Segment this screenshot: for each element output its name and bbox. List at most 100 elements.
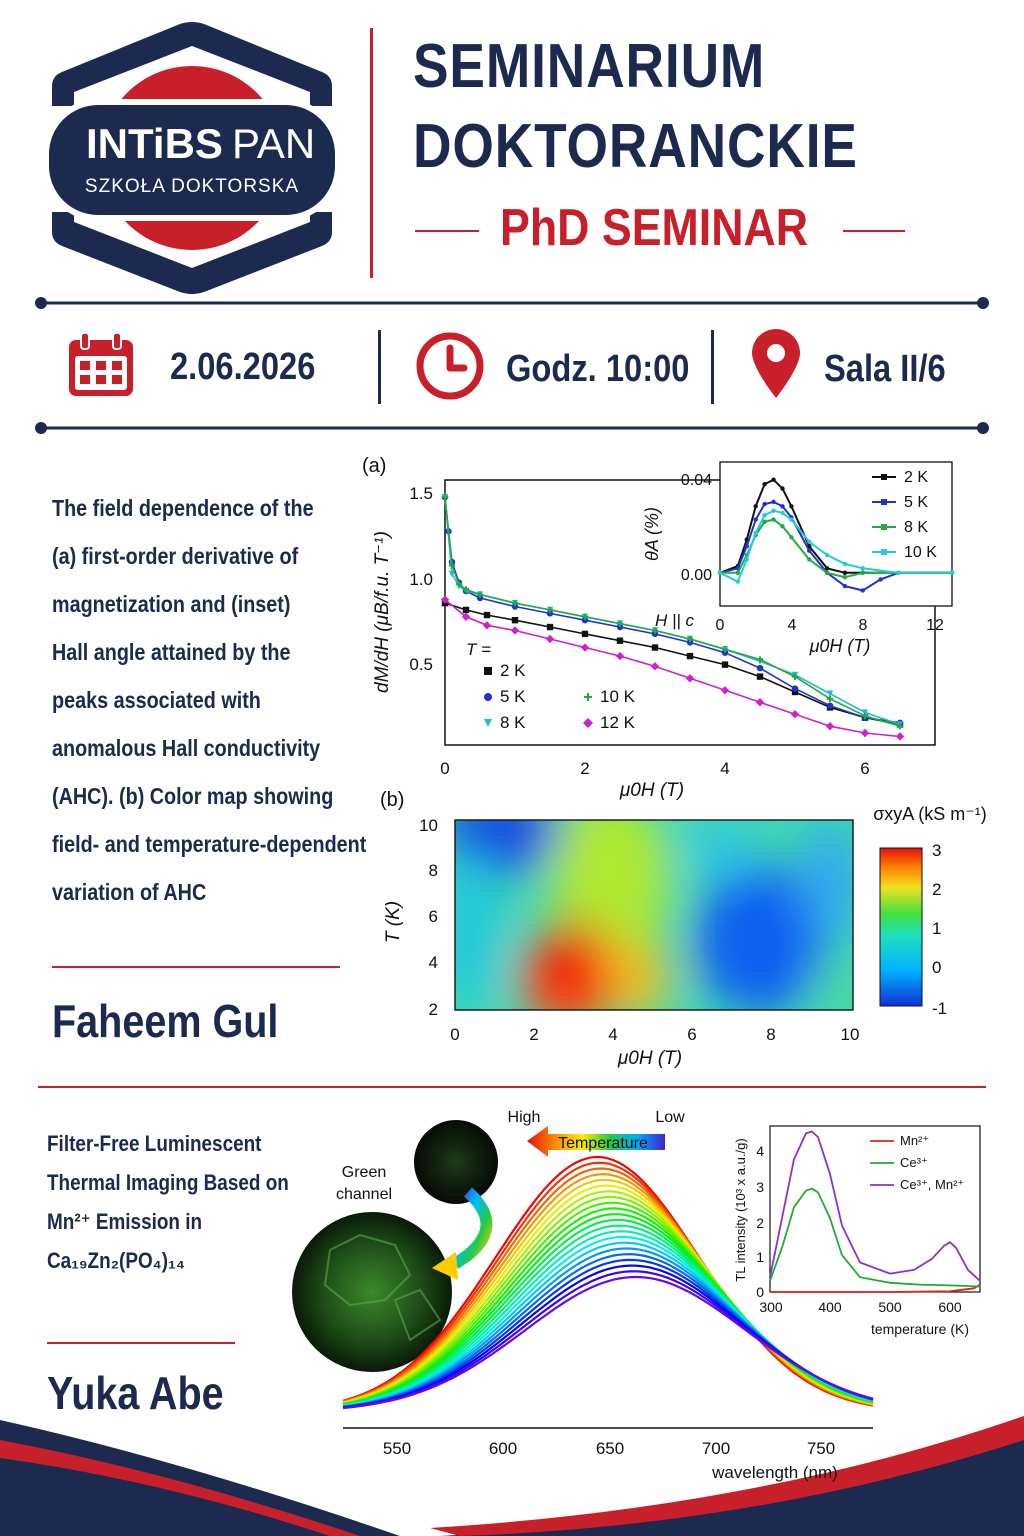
chart-a-inset-frame xyxy=(719,461,953,607)
chart-b-colorbar-tick: 0 xyxy=(932,958,941,977)
chart-b-ytick: 10 xyxy=(419,816,438,835)
chart-a-ylabel: dM/dH (μB/f.u. T⁻¹) xyxy=(372,531,393,693)
data-point xyxy=(546,623,554,631)
chart-c-xtick: 600 xyxy=(489,1439,517,1458)
location-pin-icon xyxy=(752,329,800,398)
legend-marker xyxy=(881,474,887,480)
green-channel-image-large xyxy=(292,1212,452,1372)
chart-a-inset-annotation: H || c xyxy=(655,611,695,630)
data-point xyxy=(440,595,450,604)
data-point xyxy=(651,630,659,638)
section-separator xyxy=(38,1086,986,1088)
chart-b-xtick: 8 xyxy=(766,1025,775,1044)
chart-c-inset-frame xyxy=(769,1125,981,1293)
data-point xyxy=(651,644,659,651)
chart-a-inset-ytick: 0.04 xyxy=(681,472,712,489)
data-point xyxy=(762,512,767,518)
chart-a-inset-xtick: 8 xyxy=(859,617,868,634)
data-point xyxy=(780,524,785,529)
data-point xyxy=(896,722,904,730)
chart-a-xlabel: μ0H (T) xyxy=(619,780,684,801)
data-point xyxy=(483,611,491,619)
talk1-description-line: anomalous Hall conductivity xyxy=(52,735,321,761)
figure-magnetization: (a) 0 2 4 6 0.5 1.0 1.5 μ0H (T) dM/dH (μ… xyxy=(362,455,987,1069)
legend-entry: 10 K xyxy=(600,687,636,706)
data-point xyxy=(791,685,799,692)
data-point xyxy=(721,649,729,656)
data-point xyxy=(842,561,848,567)
legend-entry: Ce³⁺, Mn²⁺ xyxy=(900,1177,964,1192)
chart-b-colorbar-tick: 1 xyxy=(932,919,941,938)
talk1-description-line: (AHC). (b) Color map showing xyxy=(52,783,334,809)
subtitle-rule-left xyxy=(415,230,479,232)
event-room: Sala II/6 xyxy=(824,348,946,390)
chart-c-xtick: 650 xyxy=(596,1439,624,1458)
data-point xyxy=(824,566,830,571)
chart-b-ytick: 4 xyxy=(429,953,438,972)
data-point xyxy=(441,493,449,501)
data-point xyxy=(581,613,589,620)
panel-label-b: (b) xyxy=(380,789,404,811)
legend-entry: Mn²⁺ xyxy=(900,1133,929,1148)
chart-b-colorbar-tick: -1 xyxy=(932,999,947,1018)
data-point xyxy=(826,695,834,703)
data-point xyxy=(735,570,741,575)
logo-subtitle: SZKOŁA DOKTORSKA xyxy=(85,176,299,197)
talk1-description-line: The field dependence of the xyxy=(52,495,314,521)
data-point xyxy=(780,510,785,516)
temperature-low-label: Low xyxy=(655,1109,685,1126)
data-point xyxy=(511,616,519,624)
data-point xyxy=(686,652,694,660)
chart-a-xtick: 4 xyxy=(720,759,729,778)
data-point xyxy=(861,712,869,720)
data-point xyxy=(686,639,694,646)
header-subtitle: PhD SEMINAR xyxy=(500,199,809,257)
data-point xyxy=(789,517,794,522)
data-point xyxy=(807,539,812,544)
data-point xyxy=(615,651,625,661)
data-point xyxy=(762,481,767,487)
chart-a-ytick: 1.5 xyxy=(409,484,433,503)
data-point xyxy=(780,486,785,491)
info-top-rule xyxy=(35,297,989,309)
chart-b-colorbar-tick: 2 xyxy=(932,880,941,899)
data-point xyxy=(790,710,800,719)
data-point xyxy=(825,721,835,731)
talk2-title-line: Thermal Imaging Based on xyxy=(47,1170,289,1195)
data-point xyxy=(896,570,901,575)
data-point xyxy=(461,612,471,621)
calendar-icon xyxy=(69,332,133,396)
data-point xyxy=(476,594,484,602)
chart-a-legend-title: T = xyxy=(466,640,491,659)
chart-c-inset-xtick: 400 xyxy=(818,1299,842,1315)
chart-a-inset-xlabel: μ0H (T) xyxy=(809,636,871,656)
data-point xyxy=(824,552,830,558)
chart-c-xtick: 550 xyxy=(383,1439,411,1458)
data-point xyxy=(717,570,723,575)
data-point xyxy=(878,577,883,582)
data-point xyxy=(791,673,799,680)
talk2-title-line: Ca₁₉Zn₂(PO₄)₁₄ xyxy=(47,1248,185,1273)
chart-b-ytick: 2 xyxy=(429,1000,438,1019)
talk2-speaker-rule xyxy=(47,1342,235,1344)
data-point xyxy=(780,504,785,509)
data-point xyxy=(756,673,764,680)
talk2-title-line: Filter-Free Luminescent xyxy=(47,1131,262,1156)
chart-b-xtick: 2 xyxy=(529,1025,538,1044)
chart-c-inset-ytick: 0 xyxy=(756,1284,764,1300)
legend-entry: 2 K xyxy=(904,469,928,486)
chart-a-inset-xtick: 12 xyxy=(926,617,944,634)
legend-entry: 10 K xyxy=(904,544,937,561)
chart-c-inset-ytick: 2 xyxy=(756,1215,764,1231)
data-point xyxy=(580,643,590,652)
chart-b-ytick: 8 xyxy=(429,861,438,880)
channel-arrow xyxy=(451,1187,493,1269)
data-point xyxy=(511,603,519,610)
crystal-texture xyxy=(323,1233,442,1342)
data-point xyxy=(755,698,765,707)
data-point xyxy=(584,693,592,701)
series-line xyxy=(769,1187,981,1288)
data-point xyxy=(826,702,834,709)
data-point xyxy=(462,606,470,614)
chart-a-main: 0 2 4 6 0.5 1.0 1.5 μ0H (T) dM/dH (μB/f.… xyxy=(372,479,936,801)
